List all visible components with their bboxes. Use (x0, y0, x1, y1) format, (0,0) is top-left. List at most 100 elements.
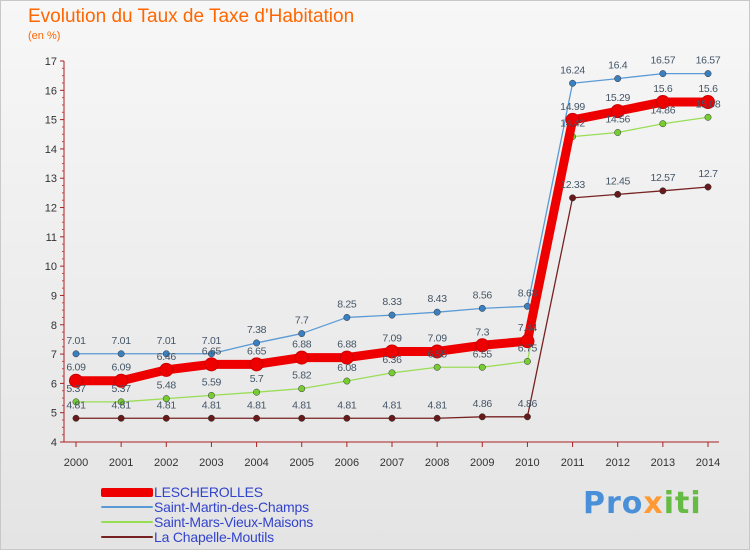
data-point-saint-martin-des-champs-2006 (343, 313, 351, 321)
legend-swatch-saint-mars-vieux-maisons (101, 521, 153, 523)
data-label-la-chapelle-moutils-2009: 4.86 (473, 398, 493, 410)
legend-swatch-lescherolles (101, 488, 153, 497)
data-point-lescherolles-2010 (520, 334, 535, 349)
data-label-saint-mars-vieux-maisons-2012: 14.56 (605, 114, 630, 126)
proxiti-logo: Proxiti (583, 486, 702, 521)
data-label-saint-mars-vieux-maisons-2004: 5.7 (250, 373, 264, 385)
data-label-saint-mars-vieux-maisons-2007: 6.36 (382, 354, 402, 366)
y-tick-label-10: 10 (45, 261, 57, 273)
data-point-lescherolles-2002 (159, 362, 174, 377)
data-point-saint-mars-vieux-maisons-2013 (659, 120, 667, 128)
data-label-saint-mars-vieux-maisons-2013: 14.86 (650, 105, 675, 117)
data-point-lescherolles-2003 (204, 357, 219, 372)
y-tick-label-15: 15 (45, 115, 57, 127)
data-point-la-chapelle-moutils-2010 (523, 413, 531, 421)
data-point-lescherolles-2011 (565, 112, 580, 127)
data-label-saint-mars-vieux-maisons-2011: 14.42 (560, 118, 585, 130)
legend-swatch-saint-martin-des-champs (101, 506, 153, 508)
data-point-saint-mars-vieux-maisons-2010 (523, 357, 531, 365)
data-label-la-chapelle-moutils-2014: 12.7 (698, 168, 718, 180)
y-tick-label-16: 16 (45, 85, 57, 97)
data-point-saint-mars-vieux-maisons-2007 (388, 369, 396, 377)
y-tick-label-7: 7 (51, 349, 57, 361)
data-label-la-chapelle-moutils-2000: 4.81 (66, 399, 86, 411)
y-tick-label-6: 6 (51, 378, 57, 390)
data-point-la-chapelle-moutils-2012 (614, 190, 622, 198)
data-label-lescherolles-2014: 15.6 (698, 83, 718, 95)
data-label-saint-mars-vieux-maisons-2009: 6.55 (473, 348, 493, 360)
x-tick-label-2011: 2011 (561, 457, 585, 469)
data-label-lescherolles-2002: 6.46 (157, 351, 177, 363)
data-point-saint-martin-des-champs-2002 (162, 350, 170, 358)
x-tick-label-2014: 2014 (696, 457, 720, 469)
data-point-la-chapelle-moutils-2003 (207, 414, 215, 422)
data-label-saint-mars-vieux-maisons-2010: 6.75 (518, 342, 538, 354)
data-point-saint-mars-vieux-maisons-2014 (704, 113, 712, 121)
x-tick-label-2005: 2005 (289, 457, 313, 469)
data-point-la-chapelle-moutils-2001 (117, 414, 125, 422)
data-point-lescherolles-2001 (114, 373, 129, 388)
data-point-la-chapelle-moutils-2000 (72, 414, 80, 422)
data-point-la-chapelle-moutils-2004 (253, 414, 261, 422)
data-label-la-chapelle-moutils-2001: 4.81 (112, 399, 132, 411)
chart-subtitle: (en %) (28, 30, 61, 42)
data-label-saint-mars-vieux-maisons-2014: 15.08 (696, 98, 721, 110)
data-point-lescherolles-2014 (701, 95, 715, 110)
data-label-saint-mars-vieux-maisons-2000: 5.37 (66, 383, 86, 395)
data-label-saint-martin-des-champs-2014: 16.57 (696, 55, 721, 67)
x-tick-label-2013: 2013 (651, 457, 675, 469)
legend-label-lescherolles: LESCHEROLLES (154, 484, 263, 500)
data-point-saint-mars-vieux-maisons-2005 (298, 385, 306, 393)
x-tick-label-2007: 2007 (380, 457, 404, 469)
data-label-lescherolles-2007: 7.09 (382, 332, 402, 344)
data-point-saint-martin-des-champs-2012 (614, 75, 622, 83)
data-point-saint-mars-vieux-maisons-2012 (614, 129, 622, 136)
data-point-la-chapelle-moutils-2013 (659, 187, 667, 195)
y-tick-label-9: 9 (51, 290, 57, 302)
data-label-saint-martin-des-champs-2009: 8.56 (473, 289, 493, 301)
data-label-lescherolles-2011: 14.99 (560, 101, 585, 113)
data-label-saint-martin-des-champs-2008: 8.43 (428, 293, 448, 305)
legend-label-saint-martin-des-champs: Saint-Martin-des-Champs (154, 499, 309, 515)
data-point-la-chapelle-moutils-2006 (343, 414, 351, 422)
data-label-saint-martin-des-champs-2000: 7.01 (66, 335, 86, 347)
data-point-saint-martin-des-champs-2007 (388, 311, 396, 319)
data-point-lescherolles-2006 (339, 350, 354, 365)
data-label-lescherolles-2000: 6.09 (66, 362, 86, 374)
data-point-saint-martin-des-champs-2001 (117, 350, 125, 358)
data-point-saint-mars-vieux-maisons-2008 (433, 363, 441, 371)
data-point-lescherolles-2005 (294, 350, 309, 365)
data-label-saint-martin-des-champs-2013: 16.57 (650, 55, 675, 67)
data-label-la-chapelle-moutils-2012: 12.45 (605, 175, 630, 187)
data-point-saint-martin-des-champs-2000 (72, 350, 80, 358)
data-label-saint-martin-des-champs-2005: 7.7 (295, 315, 309, 327)
data-point-lescherolles-2012 (610, 104, 625, 119)
data-point-lescherolles-2008 (430, 344, 445, 359)
x-tick-label-2003: 2003 (199, 457, 223, 469)
data-point-la-chapelle-moutils-2008 (433, 414, 441, 422)
legend-label-la-chapelle-moutils: La Chapelle-Moutils (154, 529, 274, 545)
data-point-saint-mars-vieux-maisons-2004 (253, 388, 261, 396)
x-tick-label-2000: 2000 (64, 457, 88, 469)
data-point-saint-martin-des-champs-2008 (433, 308, 441, 316)
x-tick-label-2012: 2012 (605, 457, 629, 469)
data-point-saint-mars-vieux-maisons-2002 (162, 395, 170, 403)
data-label-lescherolles-2012: 15.29 (605, 92, 630, 104)
data-point-lescherolles-2013 (655, 95, 670, 110)
data-label-saint-mars-vieux-maisons-2008: 6.55 (428, 348, 448, 360)
data-point-saint-martin-des-champs-2004 (253, 339, 261, 347)
y-tick-label-5: 5 (51, 408, 57, 420)
data-point-saint-martin-des-champs-2005 (298, 330, 306, 338)
data-point-la-chapelle-moutils-2007 (388, 414, 396, 422)
data-label-la-chapelle-moutils-2005: 4.81 (292, 399, 312, 411)
chart-title: Evolution du Taux de Taxe d'Habitation (28, 6, 355, 27)
data-label-saint-martin-des-champs-2004: 7.38 (247, 324, 267, 336)
data-label-la-chapelle-moutils-2003: 4.81 (202, 399, 222, 411)
data-point-lescherolles-2007 (385, 344, 399, 359)
data-label-la-chapelle-moutils-2006: 4.81 (337, 399, 357, 411)
y-tick-label-8: 8 (51, 320, 57, 332)
data-label-lescherolles-2003: 6.65 (202, 345, 222, 357)
data-label-lescherolles-2009: 7.3 (475, 326, 489, 338)
